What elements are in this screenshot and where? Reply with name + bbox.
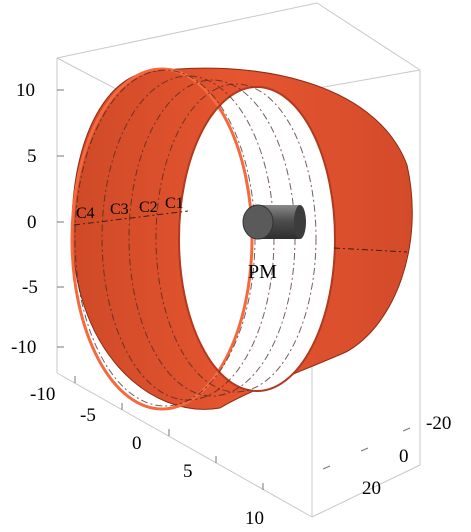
vertical-tick-0: 0 [27, 212, 37, 233]
vertical-tick-5: 5 [27, 146, 37, 167]
ring-label-c4: C4 [76, 205, 95, 222]
front-tick-10: 10 [245, 508, 264, 529]
front-tick-5: 5 [183, 461, 193, 482]
cylinder-shell [70, 67, 413, 411]
permanent-magnet [242, 204, 306, 240]
measurement-circle-c1 [155, 83, 317, 393]
side-tick-neg20: -20 [426, 413, 451, 434]
front-tick-0: 0 [132, 433, 142, 454]
front-axis: -10 -5 0 5 10 [30, 376, 264, 529]
side-tick-20: 20 [362, 478, 381, 499]
ring-label-c2: C2 [139, 199, 158, 216]
vertical-tick-neg5: -5 [22, 277, 38, 298]
magnet-label: PM [248, 261, 277, 283]
ring-label-c1: C1 [165, 195, 184, 212]
vertical-axis: 10 5 0 -5 -10 [11, 80, 64, 358]
axial-dashed-line-back [333, 247, 408, 253]
cylinder-front-rim [70, 67, 254, 411]
vertical-tick-neg10: -10 [11, 337, 36, 358]
side-axis: -20 0 20 [322, 413, 451, 499]
cylinder-inner-rim [178, 86, 336, 392]
front-tick-neg10: -10 [30, 384, 55, 405]
front-tick-neg5: -5 [80, 405, 96, 426]
ring-label-c3: C3 [110, 201, 129, 218]
vertical-tick-10: 10 [16, 80, 35, 101]
axial-dashed-line [73, 210, 189, 226]
side-tick-0: 0 [399, 446, 409, 467]
